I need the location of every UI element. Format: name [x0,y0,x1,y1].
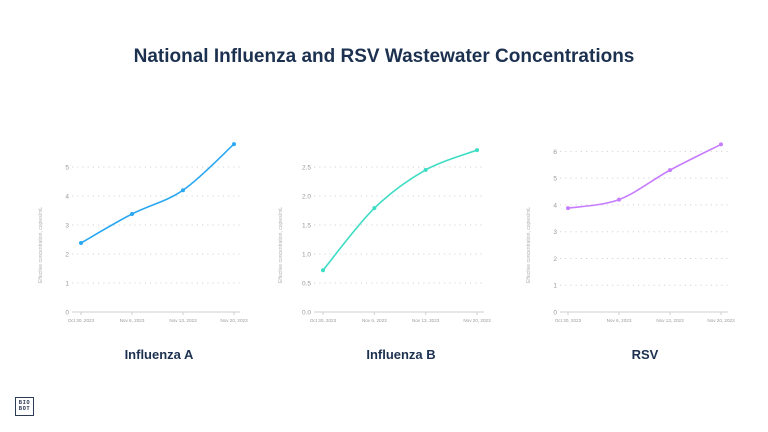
y-tick-label: 4 [553,202,557,209]
chart-title-rsv: RSV [631,347,659,362]
data-point [372,206,377,211]
data-point [668,168,672,173]
x-tick-label: Nov 20, 2023 [220,318,248,323]
series-line [80,143,235,244]
data-point [566,206,570,211]
x-tick-label: Nov 6, 2023 [120,318,145,323]
y-tick-label: 0.0 [302,310,311,317]
y-tick-label: 0.5 [302,281,311,288]
x-tick-label: Oct 30, 2023 [555,318,582,323]
data-point [181,188,185,193]
data-point [423,167,428,172]
chart-title-influenza-b: Influenza B [366,347,436,362]
data-point [617,197,621,202]
y-axis-label: Effective concentration, copies/mL [278,207,284,283]
data-point [232,142,236,147]
y-tick-label: 2.5 [302,165,311,172]
y-tick-label: 2 [553,256,557,263]
y-tick-label: 5 [553,176,557,183]
y-tick-label: 0 [65,310,69,317]
data-point [321,268,325,273]
y-tick-label: 5 [65,165,69,172]
biobot-logo: BIO BOT [15,397,34,416]
y-tick-label: 3 [553,229,557,236]
x-tick-label: Nov 13, 2023 [656,318,684,323]
y-tick-label: 2 [65,252,69,259]
data-point [79,240,83,245]
y-tick-label: 1 [553,283,557,290]
y-tick-label: 1.0 [302,252,311,259]
y-axis-label: Effective concentration, copies/mL [38,207,44,283]
data-point [130,211,134,216]
y-tick-label: 1 [65,281,69,288]
y-tick-label: 0 [553,310,557,317]
y-tick-label: 1.5 [302,223,311,230]
y-axis-label: Effective concentration, copies/mL [526,207,532,283]
data-point [719,142,723,147]
x-tick-label: Nov 6, 2023 [607,318,632,323]
series-line [322,149,478,271]
x-tick-label: Oct 30, 2023 [310,318,337,323]
y-tick-label: 4 [65,194,69,201]
page-title: National Influenza and RSV Wastewater Co… [133,46,635,67]
x-tick-label: Nov 20, 2023 [463,318,491,323]
chart-title-influenza-a: Influenza A [124,347,194,362]
x-tick-label: Oct 30, 2023 [68,318,95,323]
x-tick-label: Nov 13, 2023 [169,318,197,323]
x-tick-label: Nov 20, 2023 [707,318,735,323]
y-tick-label: 2.0 [302,194,311,201]
y-tick-label: 3 [65,223,69,230]
series-line [567,143,722,209]
data-point [475,148,479,153]
x-tick-label: Nov 6, 2023 [362,318,387,323]
y-tick-label: 6 [553,149,557,156]
x-tick-label: Nov 13, 2023 [412,318,440,323]
